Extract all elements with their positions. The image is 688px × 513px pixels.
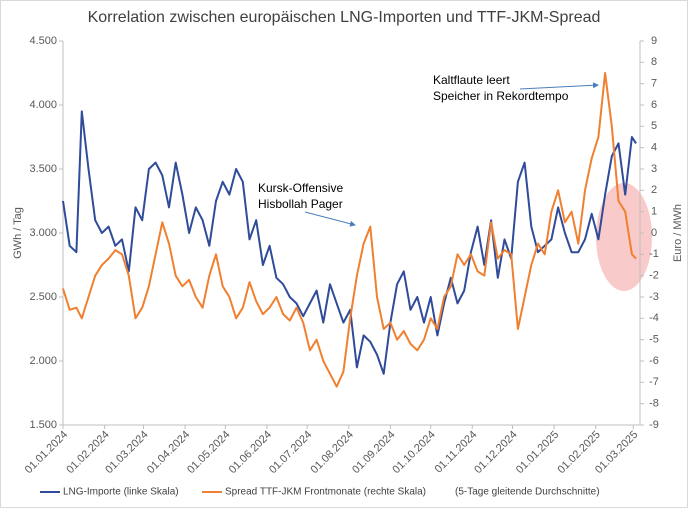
y2-tick-label: 4: [651, 142, 657, 154]
legend-label: Spread TTF-JKM Frontmonate (rechte Skala…: [225, 487, 426, 498]
y2-tick-label: -5: [649, 334, 659, 346]
y-tick-label: 4.000: [29, 99, 57, 111]
annotation-arrow: [304, 211, 356, 227]
y2-tick-label: -9: [649, 419, 659, 431]
y2-tick-label: -8: [649, 398, 659, 410]
y-tick-label: 3.500: [29, 163, 57, 175]
y-tick-label: 4.500: [29, 35, 57, 47]
y2-axis-title: Euro / MWh: [672, 204, 684, 262]
y2-tick-label: 5: [651, 120, 657, 132]
y2-tick-label: -7: [649, 376, 659, 388]
series-line: [62, 110, 637, 375]
y-tick-label: 1.500: [29, 419, 57, 431]
y2-tick-label: -6: [649, 355, 659, 367]
highlight: [596, 183, 652, 291]
y2-tick-label: 7: [651, 78, 657, 90]
series-line: [62, 72, 637, 388]
y2-tick-label: -4: [649, 312, 659, 324]
y2-tick-label: 6: [651, 99, 657, 111]
annotation: Kaltflaute leert: [433, 73, 510, 87]
y2-tick-label: 2: [651, 184, 657, 196]
y2-tick-label: -1: [649, 248, 659, 260]
y-tick-label: 2.500: [29, 291, 57, 303]
y2-tick-label: 1: [651, 206, 657, 218]
note: (5-Tage gleitende Durchschnitte): [455, 487, 600, 498]
y-tick-label: 3.000: [29, 227, 57, 239]
legend-label: LNG-Importe (linke Skala): [63, 487, 179, 498]
y2-tick-label: 9: [651, 35, 657, 47]
y2-tick-label: 0: [651, 227, 657, 239]
chart-title: Korrelation zwischen europäischen LNG-Im…: [88, 9, 601, 26]
y-tick-label: 2.000: [29, 355, 57, 367]
y-axis-title: GWh / Tag: [12, 207, 24, 259]
legend: LNG-Importe (linke Skala) Spread TTF-JKM…: [40, 487, 600, 498]
y2-tick-label: -2: [649, 270, 659, 282]
y2-tick-label: 3: [651, 163, 657, 175]
annotation: Kursk-Offensive: [258, 181, 343, 195]
annotation: Speicher in Rekordtempo: [433, 89, 569, 103]
y2-tick-label: 8: [651, 56, 657, 68]
annotation: Hisbollah Pager: [258, 197, 343, 211]
y2-tick-label: -3: [649, 291, 659, 303]
annotation-arrow: [519, 82, 599, 90]
